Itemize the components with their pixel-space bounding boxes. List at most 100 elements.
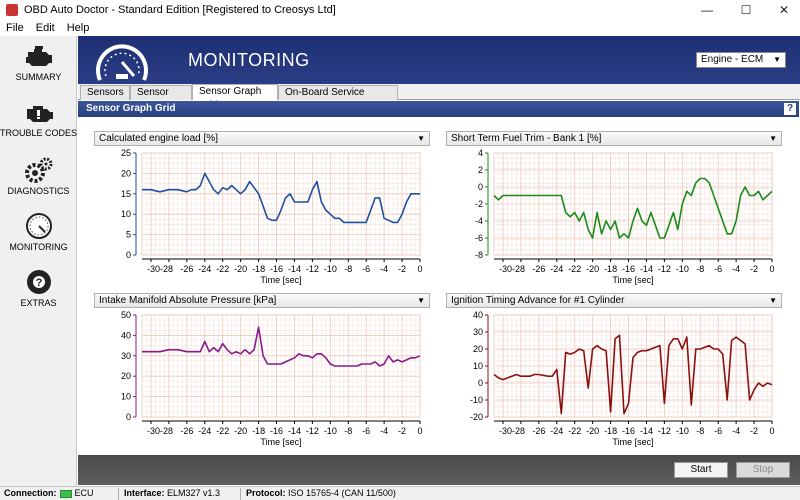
y-tick-label: -8 [475, 250, 483, 260]
x-axis-label: Time [sec] [612, 275, 653, 285]
sensor-select[interactable]: Short Term Fuel Trim - Bank 1 [%] ▼ [446, 131, 782, 146]
x-tick-label: -2 [398, 426, 406, 436]
y-tick-label: 10 [473, 361, 483, 371]
sidebar-item-diagnostics[interactable]: DIAGNOSTICS [0, 152, 77, 206]
x-tick-label: -16 [622, 264, 635, 274]
x-tick-label: -8 [344, 264, 352, 274]
gauge-icon [25, 213, 52, 239]
ecu-select[interactable]: Engine - ECM ▼ [696, 52, 786, 68]
x-tick-label: -26 [532, 426, 545, 436]
x-tick-label: 0 [417, 426, 422, 436]
close-button[interactable]: ✕ [778, 3, 790, 17]
connection-value: ECU [74, 488, 94, 498]
app-logo-icon [6, 4, 18, 16]
title-bar: OBD Auto Doctor - Standard Edition [Regi… [0, 0, 800, 20]
x-tick-label: -10 [676, 264, 689, 274]
y-tick-label: 20 [473, 344, 483, 354]
x-tick-label: -4 [380, 426, 388, 436]
x-tick-label: -12 [306, 264, 319, 274]
tab-onboard-service-activation[interactable]: On-Board Service Activation [278, 85, 398, 112]
sidebar-item-label: EXTRAS [20, 298, 57, 308]
y-tick-label: 30 [473, 327, 483, 337]
x-tick-label: -22 [216, 264, 229, 274]
chart-engine-load: 0 5 10 15 20 25 -30-28 -26 -24 -22 -20 -18 -16 -14 -12… [94, 131, 430, 291]
menu-file[interactable]: File [6, 22, 24, 34]
x-tick-label: -20 [586, 426, 599, 436]
y-tick-label: 25 [121, 148, 131, 158]
sensor-select-value: Short Term Fuel Trim - Bank 1 [%] [451, 133, 602, 144]
lifebuoy-icon: ? [26, 270, 51, 294]
sensor-select-value: Ignition Timing Advance for #1 Cylinder [451, 295, 625, 306]
x-tick-label: 0 [769, 264, 774, 274]
y-tick-label: 0 [126, 412, 131, 422]
x-tick-label: -16 [270, 426, 283, 436]
y-tick-label: -10 [470, 395, 483, 405]
x-tick-label: -18 [604, 264, 617, 274]
sidebar-item-monitoring[interactable]: MONITORING [0, 208, 77, 262]
start-button[interactable]: Start [674, 462, 728, 478]
x-tick-label: -6 [714, 264, 722, 274]
x-tick-label: -12 [658, 426, 671, 436]
x-tick-label: -30-28 [499, 264, 525, 274]
menu-edit[interactable]: Edit [35, 22, 55, 34]
sidebar-item-label: DIAGNOSTICS [7, 186, 70, 196]
x-tick-label: -8 [344, 426, 352, 436]
menu-help[interactable]: Help [66, 22, 90, 34]
y-tick-label: 4 [478, 148, 483, 158]
tab-sensors[interactable]: Sensors [80, 85, 130, 100]
x-tick-label: -30-28 [147, 426, 173, 436]
sidebar-item-extras[interactable]: ? EXTRAS [0, 264, 77, 318]
sidebar-item-label: TROUBLE CODES [0, 128, 78, 138]
y-tick-label: 0 [126, 250, 131, 260]
help-icon[interactable]: ? [784, 103, 796, 115]
tab-bar: Sensors Sensor Graph Sensor Graph Grid O… [78, 84, 800, 112]
tab-sensor-graph-grid[interactable]: Sensor Graph Grid [192, 84, 278, 111]
y-tick-label: 50 [121, 310, 131, 320]
y-tick-label: 2 [478, 165, 483, 175]
minimize-button[interactable]: — [701, 3, 713, 17]
connection-status: Connection: ECU [4, 487, 94, 500]
maximize-button[interactable]: ☐ [740, 3, 752, 17]
x-axis-label: Time [sec] [260, 275, 301, 285]
y-tick-label: 15 [121, 189, 131, 199]
x-tick-label: -2 [750, 264, 758, 274]
x-tick-label: -2 [750, 426, 758, 436]
x-tick-label: -10 [676, 426, 689, 436]
x-tick-label: -16 [270, 264, 283, 274]
x-tick-label: -18 [604, 426, 617, 436]
sensor-select[interactable]: Intake Manifold Absolute Pressure [kPa] … [94, 293, 430, 308]
interface-value: ELM327 v1.3 [167, 488, 221, 498]
chevron-down-icon: ▼ [769, 296, 777, 305]
sidebar-item-label: SUMMARY [15, 72, 62, 82]
chart-fuel-trim: 4 2 0 -2 -4 -6 -8 -30-28 -26 -24 -22 -20 -18 -16 -14 -1… [446, 131, 782, 291]
x-tick-label: -20 [586, 264, 599, 274]
x-tick-label: -26 [180, 426, 193, 436]
sidebar-item-label: MONITORING [9, 242, 68, 252]
gears-icon [24, 157, 52, 183]
chevron-down-icon: ▼ [769, 134, 777, 143]
x-tick-label: -10 [324, 426, 337, 436]
x-tick-label: -14 [288, 426, 301, 436]
window-title: OBD Auto Doctor - Standard Edition [Regi… [24, 4, 336, 16]
page-title: MONITORING [188, 50, 310, 70]
sensor-select[interactable]: Ignition Timing Advance for #1 Cylinder … [446, 293, 782, 308]
page-header: MONITORING Engine - ECM ▼ [78, 36, 800, 84]
svg-text:?: ? [35, 277, 42, 289]
y-tick-label: -4 [475, 216, 483, 226]
tab-sensor-graph[interactable]: Sensor Graph [130, 85, 192, 112]
x-tick-label: -22 [568, 264, 581, 274]
x-tick-label: -6 [362, 264, 370, 274]
y-tick-label: 0 [478, 182, 483, 192]
interface-status: Interface: ELM327 v1.3 [124, 487, 220, 500]
stop-button[interactable]: Stop [736, 462, 790, 478]
x-tick-label: -6 [362, 426, 370, 436]
x-tick-label: -26 [180, 264, 193, 274]
chart-ignition-timing: 40 30 20 10 0 -10 -20 -30-28 -26 -24 -22 -20 -18 -16-… [446, 293, 782, 453]
sidebar-item-summary[interactable]: SUMMARY [0, 40, 77, 94]
x-tick-label: -12 [306, 426, 319, 436]
sensor-select[interactable]: Calculated engine load [%] ▼ [94, 131, 430, 146]
sidebar-item-trouble-codes[interactable]: TROUBLE CODES [0, 96, 77, 150]
